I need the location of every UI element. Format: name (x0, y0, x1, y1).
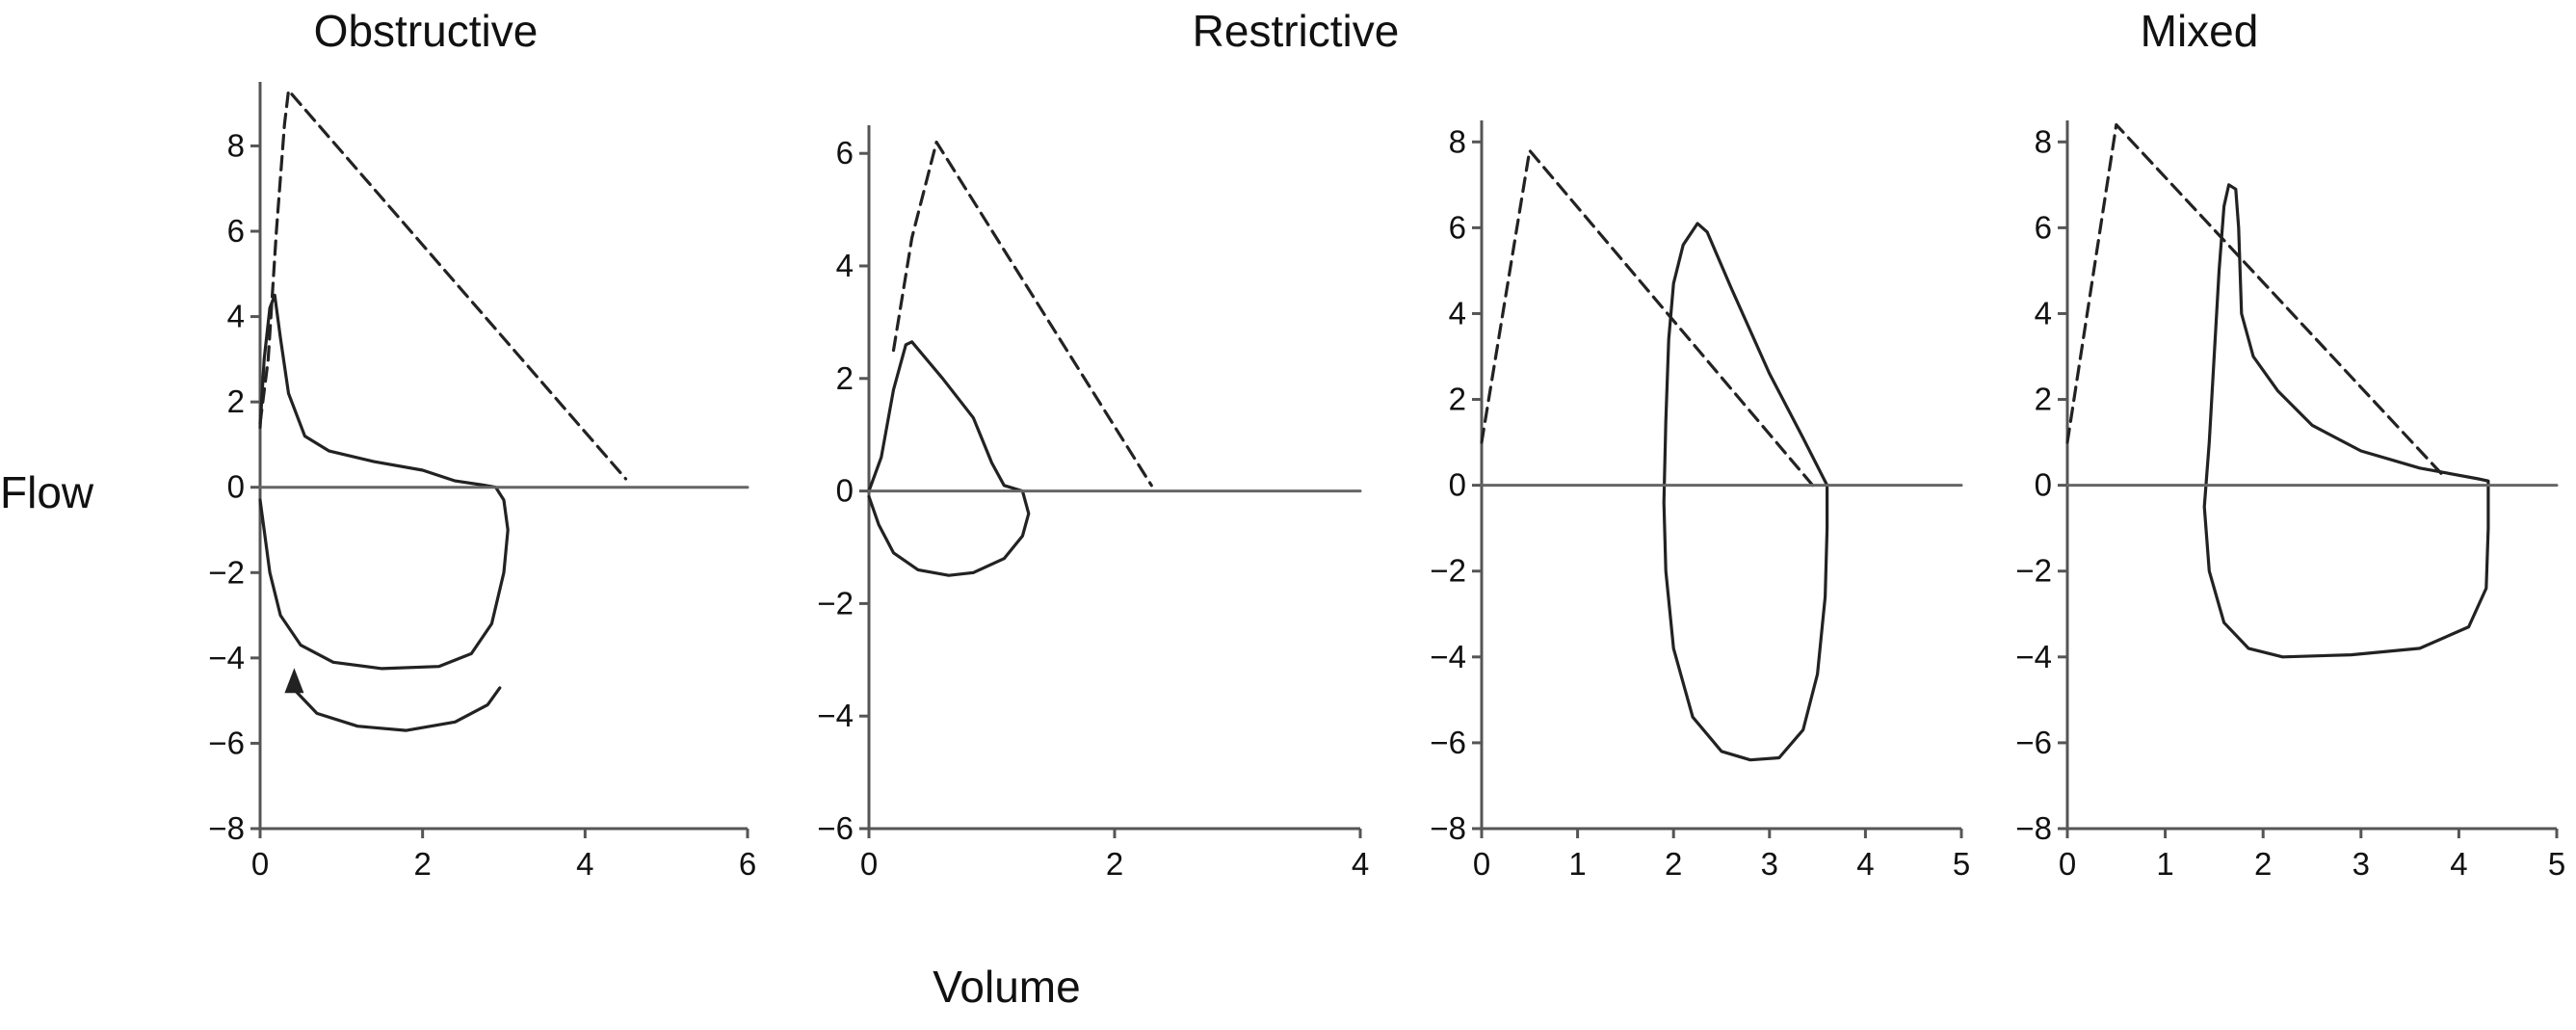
y-tick-label: 2 (2035, 382, 2052, 417)
y-tick-label: 6 (836, 135, 854, 171)
x-tick-label: 1 (1568, 846, 1586, 882)
x-tick-label: 0 (860, 846, 878, 882)
y-tick-label: 2 (836, 360, 854, 396)
y-tick-label: −4 (817, 698, 854, 733)
arrowhead-icon (284, 668, 304, 694)
y-tick-label: 0 (836, 473, 854, 509)
y-tick-label: 2 (1449, 382, 1466, 417)
x-tick-label: 0 (2059, 846, 2076, 882)
x-tick-label: 6 (739, 846, 756, 882)
dashed-curve (1480, 148, 1815, 488)
y-tick-label: 6 (1449, 209, 1466, 245)
panels: −8 −6 −4 −2 0 2 4 6 8 0 2 4 6 −6 −4 −2 0 2 4 6 0 2 4 −8 −6 −4 −2 0 2… (208, 82, 2565, 882)
y-tick-label: 2 (227, 383, 245, 419)
x-tick-label: 2 (2254, 846, 2272, 882)
loop-curve (867, 340, 1031, 577)
title-restrictive: Restrictive (1193, 6, 1400, 56)
loop-curve (291, 686, 502, 732)
y-tick-label: 4 (836, 248, 854, 283)
y-tick-label: 0 (2035, 467, 2052, 503)
dashed-curve (891, 140, 1153, 488)
y-tick-label: 4 (2035, 295, 2052, 330)
x-tick-label: 4 (1856, 846, 1874, 882)
y-tick-label: −6 (208, 725, 245, 760)
x-tick-label: 2 (413, 846, 431, 882)
y-tick-label: 0 (1449, 467, 1466, 503)
x-tick-label: 0 (1473, 846, 1490, 882)
x-tick-label: 0 (251, 846, 269, 882)
y-tick-label: 0 (227, 469, 245, 505)
y-tick-label: −4 (2015, 639, 2052, 674)
x-tick-label: 5 (2548, 846, 2565, 882)
dashed-curve (258, 89, 628, 481)
x-tick-label: 1 (2156, 846, 2173, 882)
x-tick-label: 3 (2353, 846, 2370, 882)
y-tick-label: −8 (2015, 810, 2052, 846)
y-tick-label: −2 (1430, 553, 1466, 589)
x-tick-label: 4 (576, 846, 593, 882)
y-tick-label: 8 (1449, 123, 1466, 159)
y-tick-label: −6 (817, 810, 854, 846)
x-tick-label: 5 (1953, 846, 1970, 882)
x-axis-label: Volume (933, 962, 1080, 1012)
x-tick-label: 2 (1106, 846, 1123, 882)
y-tick-label: −6 (1430, 725, 1466, 760)
panel-mixed: −8 −6 −4 −2 0 2 4 6 8 0 1 2 3 4 5 (2015, 120, 2565, 882)
x-tick-label: 4 (1352, 846, 1369, 882)
y-tick-label: −2 (208, 554, 245, 590)
y-axis-label: Flow (0, 467, 94, 517)
dashed-curve (2065, 122, 2446, 479)
y-tick-label: 4 (1449, 295, 1466, 330)
y-tick-label: 6 (227, 213, 245, 249)
x-tick-label: 4 (2450, 846, 2467, 882)
y-tick-label: −8 (1430, 810, 1466, 846)
panel-obstructive: −8 −6 −4 −2 0 2 4 6 8 0 2 4 6 (208, 82, 756, 882)
y-tick-label: 8 (2035, 123, 2052, 159)
title-obstructive: Obstructive (314, 6, 539, 56)
panel-restrictive-1: −6 −4 −2 0 2 4 6 0 2 4 (817, 125, 1369, 882)
y-tick-label: −2 (2015, 553, 2052, 589)
y-tick-label: 8 (227, 127, 245, 163)
y-tick-label: −8 (208, 810, 245, 846)
loop-curve (1662, 222, 1829, 762)
loop-curve (258, 293, 510, 671)
y-tick-label: −2 (817, 585, 854, 621)
y-tick-label: 4 (227, 299, 245, 334)
y-tick-label: −4 (208, 640, 245, 675)
y-tick-label: −4 (1430, 639, 1466, 674)
panel-restrictive-2: −8 −6 −4 −2 0 2 4 6 8 0 1 2 3 4 5 (1430, 120, 1970, 882)
x-tick-label: 2 (1665, 846, 1682, 882)
loop-curve (2202, 183, 2490, 659)
y-tick-label: −6 (2015, 725, 2052, 760)
y-tick-label: 6 (2035, 209, 2052, 245)
title-mixed: Mixed (2141, 6, 2259, 56)
x-tick-label: 3 (1761, 846, 1778, 882)
